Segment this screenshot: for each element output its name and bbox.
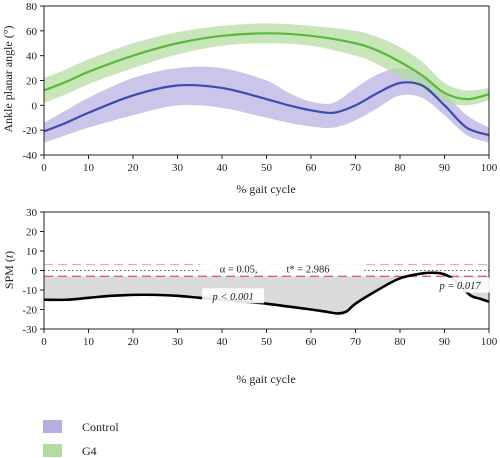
cluster-1-p-label: p < 0.001 xyxy=(212,292,254,303)
angle-y-tick-label: 40 xyxy=(26,51,38,63)
angle-x-tick-label: 90 xyxy=(439,162,451,174)
legend-swatch-g4 xyxy=(43,444,62,457)
spm-y-label-end: ) xyxy=(2,251,16,255)
band-g4 xyxy=(44,23,489,106)
angle-y-tick-label: 60 xyxy=(26,26,38,38)
spm-x-tick-label: 20 xyxy=(128,336,140,348)
spm-x-tick-label: 30 xyxy=(172,336,184,348)
spm-chart-y-label: SPM (t) xyxy=(2,251,16,289)
angle-x-tick-label: 100 xyxy=(481,162,498,174)
angle-chart-x-label: % gait cycle xyxy=(236,182,295,196)
spm-y-tick-label: -10 xyxy=(22,285,37,297)
legend: Control G4 xyxy=(43,420,119,458)
spm-y-label-main: SPM ( xyxy=(2,258,16,289)
angle-y-tick-label: -40 xyxy=(22,150,37,162)
spm-y-tick-label: -30 xyxy=(22,324,37,336)
cluster-1-label-box xyxy=(202,288,265,304)
threshold-label-box xyxy=(200,261,365,276)
cluster-2-label-box xyxy=(429,277,492,293)
angle-y-tick-label: 80 xyxy=(26,1,38,13)
spm-x-tick-label: 80 xyxy=(395,336,407,348)
angle-chart: 0 10 20 30 40 50 60 70 80 90 100 -40 -20 0 20 40 60 80 xyxy=(22,1,497,174)
angle-x-tick-label: 10 xyxy=(83,162,95,174)
spm-x-tick-label: 0 xyxy=(41,336,47,348)
legend-label-control: Control xyxy=(82,420,119,434)
angle-x-tick-label: 40 xyxy=(217,162,229,174)
angle-x-tick-label: 0 xyxy=(41,162,47,174)
spm-y-tick-label: 0 xyxy=(32,266,38,278)
spm-y-tick-label: 30 xyxy=(26,207,38,219)
angle-x-tick-label: 60 xyxy=(306,162,318,174)
spm-x-tick-label: 60 xyxy=(306,336,318,348)
spm-x-tick-label: 100 xyxy=(481,336,498,348)
spm-chart-x-label: % gait cycle xyxy=(236,372,295,386)
cluster-2-p-label: p = 0.017 xyxy=(438,281,481,292)
angle-y-tick-label: 0 xyxy=(32,100,38,112)
spm-x-tick-label: 70 xyxy=(350,336,362,348)
spm-y-tick-label: 20 xyxy=(26,227,38,239)
angle-x-tick-label: 70 xyxy=(350,162,362,174)
tstar-label: t* = 2.986 xyxy=(287,265,330,276)
band-control xyxy=(44,66,489,143)
spm-curve xyxy=(43,271,490,315)
angle-x-tick-label: 80 xyxy=(395,162,407,174)
spm-x-tick-label: 10 xyxy=(83,336,95,348)
angle-x-tick-label: 30 xyxy=(172,162,184,174)
angle-x-tick-label: 20 xyxy=(128,162,140,174)
spm-y-tick-label: -20 xyxy=(22,305,37,317)
spm-y-label-italic: t xyxy=(2,254,16,258)
spm-y-tick-label: 10 xyxy=(26,246,38,258)
line-control xyxy=(43,81,490,137)
line-g4 xyxy=(43,32,490,101)
legend-label-g4: G4 xyxy=(82,444,97,458)
angle-x-tick-label: 50 xyxy=(261,162,273,174)
angle-y-tick-label: -20 xyxy=(22,125,37,137)
spm-chart: 0 10 20 30 40 50 60 70 80 90 100 -30 -20 -10 0 10 20 30 α … xyxy=(22,207,497,348)
angle-y-tick-label: 20 xyxy=(26,76,38,88)
legend-swatch-control xyxy=(43,420,62,433)
spm-x-tick-label: 40 xyxy=(217,336,229,348)
spm-x-tick-label: 90 xyxy=(439,336,451,348)
spm-x-tick-label: 50 xyxy=(261,336,273,348)
alpha-label: α = 0.05, xyxy=(220,265,258,276)
angle-chart-y-label: Ankle planar angle (°) xyxy=(1,25,15,132)
